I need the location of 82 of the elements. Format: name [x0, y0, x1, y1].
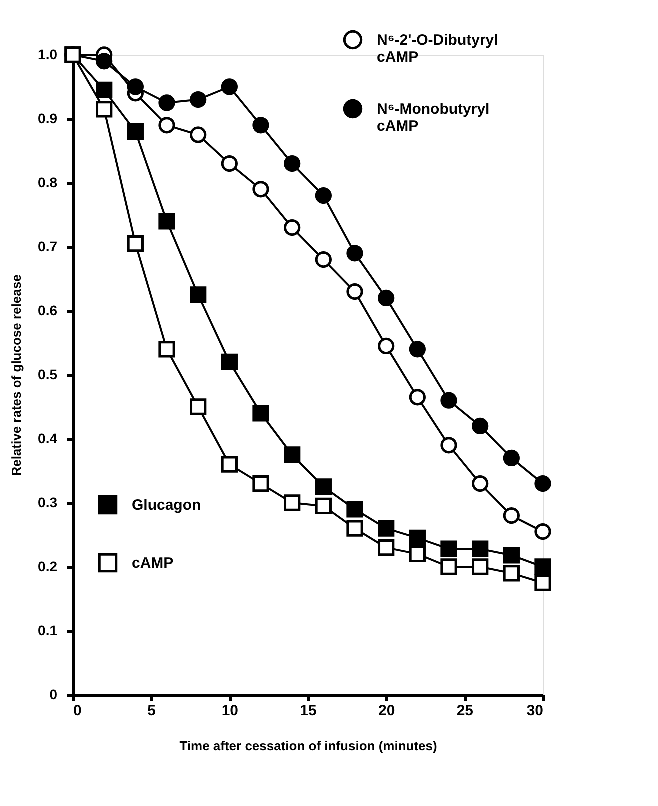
point [221, 354, 238, 371]
point [315, 478, 332, 496]
point [96, 82, 113, 99]
point [190, 126, 207, 144]
y-tick-label: 0 [50, 686, 58, 702]
point [378, 539, 395, 556]
point [190, 398, 207, 416]
y-tick-label: 0.5 [38, 366, 58, 382]
point [409, 389, 426, 406]
legend-label: cAMP [132, 555, 174, 572]
point [252, 405, 270, 422]
point [409, 546, 426, 563]
x-tick-label: 15 [300, 702, 317, 720]
point [472, 540, 489, 558]
point [158, 117, 176, 134]
legend-label: N⁶-Monobutyryl cAMP [377, 101, 490, 135]
x-tick-label: 25 [456, 702, 474, 720]
point [346, 283, 364, 300]
point [409, 341, 426, 358]
legend-label: N⁶-2'-O-Dibutyryl cAMP [377, 32, 498, 66]
y-tick-label: 0.1 [38, 622, 58, 638]
point [503, 450, 520, 467]
x-axis-title: Time after cessation of infusion (minutes) [180, 738, 438, 754]
point [252, 475, 270, 492]
x-tick-label: 10 [222, 702, 239, 720]
point [190, 91, 207, 108]
point [378, 338, 395, 355]
point [378, 290, 395, 307]
point [440, 392, 458, 409]
y-tick-label: 0.2 [38, 558, 58, 574]
point [158, 341, 176, 358]
point [190, 286, 207, 304]
point [221, 78, 238, 96]
point [503, 507, 520, 524]
y-tick-label: 0.4 [38, 430, 58, 446]
y-tick-label: 0.7 [38, 238, 58, 254]
point [440, 540, 458, 558]
point [534, 558, 552, 576]
x-tick-label: 20 [378, 702, 396, 720]
point [440, 558, 458, 576]
point [127, 78, 144, 96]
point [503, 547, 520, 564]
point [503, 565, 520, 582]
point [252, 181, 270, 198]
point [346, 245, 364, 262]
point [472, 418, 489, 435]
y-tick-label: 1.0 [38, 46, 58, 62]
point [534, 523, 552, 540]
point [409, 530, 426, 547]
point [346, 520, 364, 537]
point [315, 187, 332, 204]
point [284, 219, 301, 236]
x-tick-label: 30 [526, 702, 544, 720]
legend-label: Glucagon [132, 497, 202, 514]
point [127, 235, 144, 252]
point [346, 501, 364, 518]
point [315, 251, 332, 268]
y-tick-label: 0.9 [38, 110, 58, 126]
point [440, 437, 458, 454]
point [534, 574, 552, 592]
point [96, 53, 113, 70]
point [284, 446, 301, 464]
y-axis-title: Relative rates of glucose release [9, 274, 24, 476]
y-tick-label: 0.8 [38, 174, 58, 190]
point [534, 475, 552, 492]
point [127, 123, 144, 140]
x-tick-label: 0 [74, 702, 82, 720]
point [252, 117, 270, 134]
point [315, 498, 332, 515]
y-tick-label: 0.3 [38, 494, 58, 510]
point [158, 213, 176, 230]
point [284, 494, 301, 512]
point [472, 475, 489, 492]
point [378, 520, 395, 537]
x-tick-label: 5 [148, 702, 156, 720]
point [221, 456, 238, 473]
point [221, 155, 238, 172]
point [472, 558, 489, 576]
point [96, 101, 113, 118]
point [158, 94, 176, 112]
y-tick-label: 0.6 [38, 302, 58, 318]
point [284, 155, 301, 172]
